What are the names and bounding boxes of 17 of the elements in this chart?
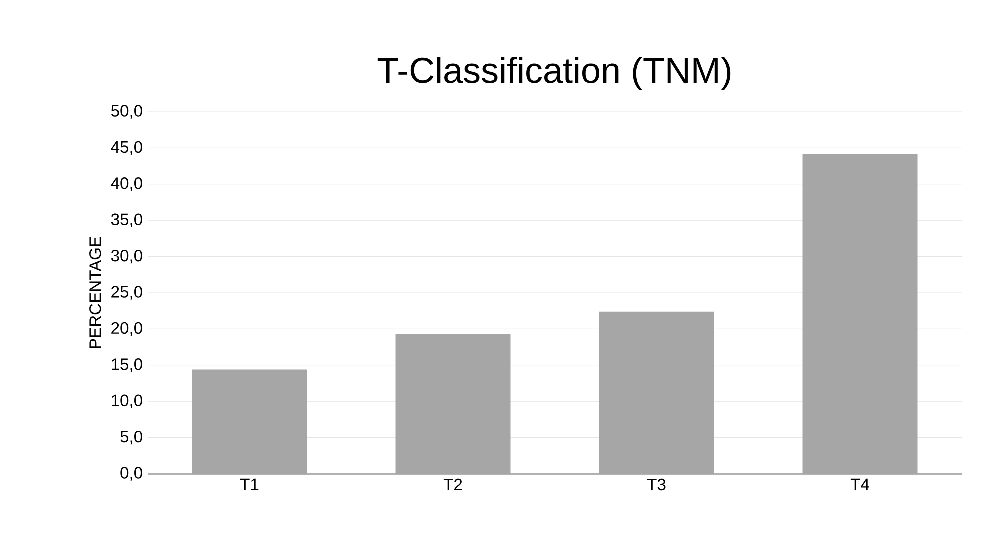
y-tick-label: 35,0	[111, 214, 142, 228]
chart-title: T-Classification (TNM)	[378, 57, 731, 91]
y-tick-label: 5,0	[120, 430, 142, 445]
y-tick-label: 0,0	[120, 467, 142, 481]
y-tick-label: 25,0	[112, 286, 142, 300]
x-tick-label: T3	[647, 478, 666, 491]
y-tick-label: 40,0	[111, 178, 142, 192]
y-tick-label: 20,0	[112, 322, 142, 336]
x-tick-label: T2	[444, 478, 462, 490]
y-tick-label: 45,0	[111, 141, 142, 156]
y-axis-title: PERCENTAGE	[90, 237, 102, 348]
x-tick-label: T4	[850, 478, 870, 490]
y-tick-label: 10,0	[112, 394, 142, 408]
y-tick-label: 15,0	[112, 358, 142, 372]
y-tick-label: 30,0	[111, 250, 142, 264]
y-tick-label: 50,0	[111, 105, 142, 119]
x-tick-label: T1	[240, 478, 259, 490]
